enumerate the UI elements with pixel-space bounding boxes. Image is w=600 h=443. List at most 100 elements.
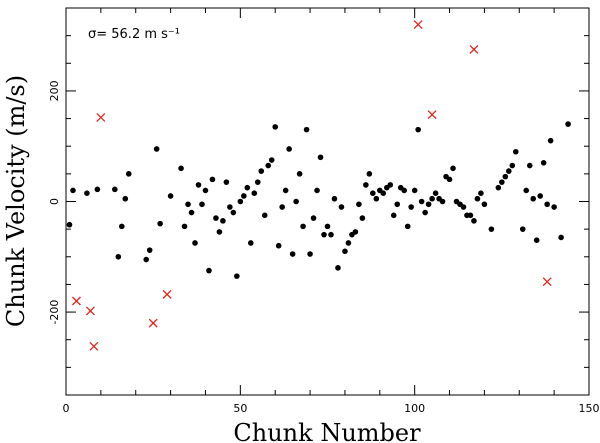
data-point xyxy=(502,173,509,180)
outlier-cross-stroke xyxy=(85,306,95,316)
data-point xyxy=(261,212,268,219)
data-point xyxy=(401,187,408,194)
data-point xyxy=(178,165,184,172)
data-point xyxy=(146,247,153,253)
data-point xyxy=(446,176,453,183)
x-axis-label: Chunk Number xyxy=(233,419,421,443)
data-point xyxy=(328,231,334,238)
data-point xyxy=(345,240,352,246)
plot-frame xyxy=(65,7,590,396)
data-point xyxy=(390,212,397,219)
outlier-point xyxy=(542,277,552,287)
outlier-cross-stroke xyxy=(89,341,99,351)
data-point xyxy=(254,179,261,185)
data-point xyxy=(324,223,331,230)
outlier-point xyxy=(413,20,423,30)
data-point xyxy=(471,218,477,224)
data-point xyxy=(251,190,258,197)
data-point xyxy=(206,267,212,274)
data-point xyxy=(282,187,289,194)
data-point xyxy=(478,190,484,197)
outlier-cross-stroke xyxy=(413,20,423,30)
y-tick-label: 200 xyxy=(48,80,61,101)
outlier-point xyxy=(89,341,99,351)
data-point xyxy=(143,256,149,263)
data-point xyxy=(188,209,195,216)
data-point xyxy=(512,148,519,155)
outlier-cross-stroke xyxy=(427,110,437,120)
data-point xyxy=(307,251,313,257)
data-point xyxy=(366,171,373,177)
data-point xyxy=(247,240,254,246)
data-point xyxy=(202,187,209,194)
data-point xyxy=(157,220,163,227)
outlier-point xyxy=(85,306,95,316)
data-point xyxy=(474,195,481,202)
data-point xyxy=(338,204,345,210)
sigma-annotation: σ= 56.2 m s⁻¹ xyxy=(88,27,180,42)
outlier-point xyxy=(148,318,158,328)
data-point xyxy=(296,171,303,177)
outlier-point xyxy=(96,113,106,122)
data-point xyxy=(495,184,502,191)
data-point xyxy=(70,187,76,194)
y-tick-label: -200 xyxy=(48,300,61,325)
data-point xyxy=(317,154,324,161)
data-point xyxy=(335,265,341,271)
data-point xyxy=(565,121,571,127)
data-point xyxy=(199,201,205,208)
data-point xyxy=(272,124,279,130)
data-point xyxy=(530,195,537,202)
data-point xyxy=(526,162,533,169)
outlier-point xyxy=(427,110,437,120)
outlier-point xyxy=(72,296,81,306)
y-tick-label: 0 xyxy=(48,198,61,205)
data-point xyxy=(481,201,488,208)
data-point xyxy=(167,193,174,199)
data-point xyxy=(418,198,425,205)
data-point xyxy=(363,182,369,188)
data-point xyxy=(425,201,432,208)
data-point xyxy=(279,204,285,210)
data-point xyxy=(122,195,129,202)
x-tick-label: 0 xyxy=(63,402,70,415)
data-point xyxy=(411,187,418,194)
tick-labels: 0 50 100 150 -200 0 200 xyxy=(48,80,600,415)
data-point xyxy=(275,242,282,249)
data-point xyxy=(422,209,428,216)
data-point xyxy=(181,223,188,230)
data-point xyxy=(450,165,456,172)
data-point xyxy=(533,237,540,243)
data-point xyxy=(300,223,306,230)
data-point xyxy=(519,226,526,232)
data-point xyxy=(380,190,387,197)
data-point xyxy=(112,186,118,193)
data-point xyxy=(509,162,516,169)
data-point xyxy=(547,137,554,144)
data-point xyxy=(540,160,547,166)
data-point xyxy=(192,240,198,246)
data-point xyxy=(216,229,223,235)
data-point xyxy=(432,190,439,197)
outlier-cross-stroke xyxy=(162,289,172,299)
data-point xyxy=(488,226,495,232)
data-point xyxy=(234,273,240,279)
data-point xyxy=(241,193,247,199)
data-point xyxy=(359,215,366,221)
outlier-cross-stroke xyxy=(148,318,158,328)
outlier-cross-stroke xyxy=(96,113,106,122)
data-point xyxy=(370,190,376,197)
data-point xyxy=(118,223,125,230)
data-point xyxy=(537,193,543,199)
data-point xyxy=(286,146,292,152)
data-point xyxy=(125,171,132,177)
data-point xyxy=(303,126,310,133)
data-point xyxy=(258,168,265,174)
data-point xyxy=(342,248,348,255)
data-point xyxy=(265,162,272,169)
data-point xyxy=(244,184,251,191)
data-point xyxy=(352,229,359,235)
data-point xyxy=(523,187,530,194)
data-point xyxy=(558,234,564,241)
